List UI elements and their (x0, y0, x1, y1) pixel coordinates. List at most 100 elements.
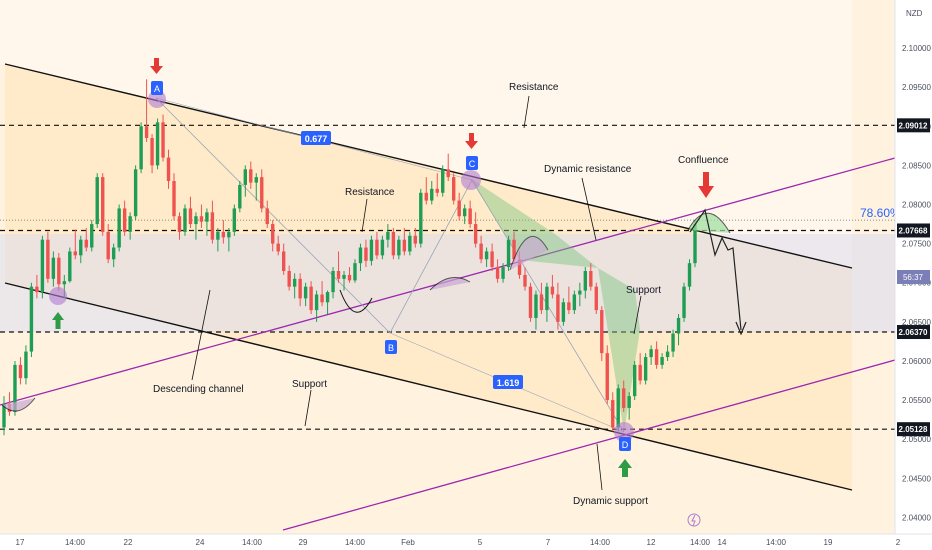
lightning-icon[interactable] (687, 513, 701, 527)
candle-body (276, 243, 280, 252)
candle-body (172, 181, 176, 217)
x-tick-label: 7 (546, 538, 551, 547)
candle-body (194, 216, 198, 225)
candle-body (347, 274, 352, 281)
candle-body (380, 239, 385, 256)
candle-body (106, 231, 110, 260)
time-axis[interactable] (0, 534, 932, 550)
x-tick-label: 14:00 (690, 538, 711, 547)
pattern-label-b: B (388, 343, 394, 353)
candle-body (13, 364, 17, 412)
candle-body (216, 231, 220, 240)
candle-body (528, 286, 533, 318)
candle-body (260, 177, 264, 209)
candle-body (671, 333, 675, 352)
candle-body (517, 259, 522, 275)
currency-label: NZD (906, 9, 923, 18)
candle-body (468, 208, 472, 225)
x-tick-label: 5 (478, 538, 483, 547)
candle-body (435, 188, 439, 193)
candle-body (254, 177, 258, 183)
pattern-label-d-box (619, 437, 631, 451)
countdown-box (897, 270, 930, 284)
level-price-label: 2.07668 (899, 226, 928, 235)
candle-body (611, 400, 615, 428)
y-tick-label: 2.10000 (902, 44, 931, 53)
candle-body (325, 292, 330, 303)
candle-body (68, 251, 72, 282)
candle-body (336, 271, 341, 279)
candle-body (375, 239, 379, 256)
candle-body (430, 188, 434, 201)
candle-body (506, 239, 511, 268)
resistance-arc-1 (509, 236, 549, 271)
candle-body (161, 122, 165, 158)
candle-body (24, 351, 28, 379)
candle-body (188, 208, 193, 225)
candle-body (79, 239, 83, 256)
candle-body (303, 286, 308, 299)
candle-body (320, 294, 324, 303)
candle-body (155, 122, 160, 166)
lightning-glyph (691, 514, 696, 527)
candle-body (150, 138, 154, 166)
candle-body (687, 263, 692, 287)
candle-body (342, 274, 346, 279)
y-tick-label: 2.09500 (902, 83, 931, 92)
fib-label-box-1 (301, 131, 331, 145)
candle-body (572, 294, 577, 311)
level-price-label: 2.06370 (899, 328, 928, 337)
candle-body (643, 357, 648, 381)
candle-body (693, 224, 697, 264)
level-price-box (897, 118, 930, 133)
candles (2, 79, 697, 436)
candle-body (40, 239, 45, 293)
candle-body (369, 239, 374, 261)
y-tick-label: 2.05500 (902, 396, 931, 405)
x-tick-label: 17 (16, 538, 25, 547)
candle-body (57, 257, 61, 285)
candle-body (281, 251, 286, 271)
pointer-line (581, 177, 597, 241)
candle-body (227, 231, 231, 238)
x-tick-label: 2 (896, 538, 901, 547)
level-price-label: 2.05128 (899, 425, 928, 434)
candle-body (249, 169, 253, 183)
candle-body (353, 263, 357, 281)
x-tick-label: 12 (647, 538, 656, 547)
candle-body (331, 271, 335, 293)
candle-body (386, 231, 390, 240)
candle-body (665, 351, 670, 358)
projection-arrowhead (735, 321, 747, 336)
annotation-descending-channel: Descending channel (153, 384, 244, 395)
candle-body (73, 251, 77, 256)
candle-body (122, 208, 127, 232)
fib-label-box-2 (493, 375, 523, 389)
green-arrow-icon (52, 312, 64, 329)
candle-body (501, 267, 505, 279)
candle-body (205, 212, 209, 222)
candle-body (424, 192, 428, 201)
x-tick-label: 14:00 (65, 538, 86, 547)
candle-body (90, 224, 94, 248)
candle-body (419, 192, 423, 244)
candle-body (589, 271, 593, 287)
y-tick-label: 2.08000 (902, 201, 931, 210)
candle-body (139, 126, 143, 170)
pattern-label-a-box (151, 81, 163, 95)
x-tick-label: 14:00 (590, 538, 611, 547)
candle-body (534, 294, 538, 318)
y-tick-label: 2.08500 (902, 161, 931, 170)
candle-body (177, 216, 182, 232)
candle-body (144, 126, 149, 138)
candle-body (462, 208, 467, 217)
harmonic-leg-fill-2 (598, 268, 640, 432)
candle-body (539, 294, 544, 311)
candle-body (484, 251, 489, 260)
candle-body (84, 239, 88, 248)
level-price-box (897, 223, 930, 238)
x-tick-label: 22 (124, 538, 133, 547)
candle-body (210, 212, 215, 240)
candle-body (29, 286, 34, 352)
